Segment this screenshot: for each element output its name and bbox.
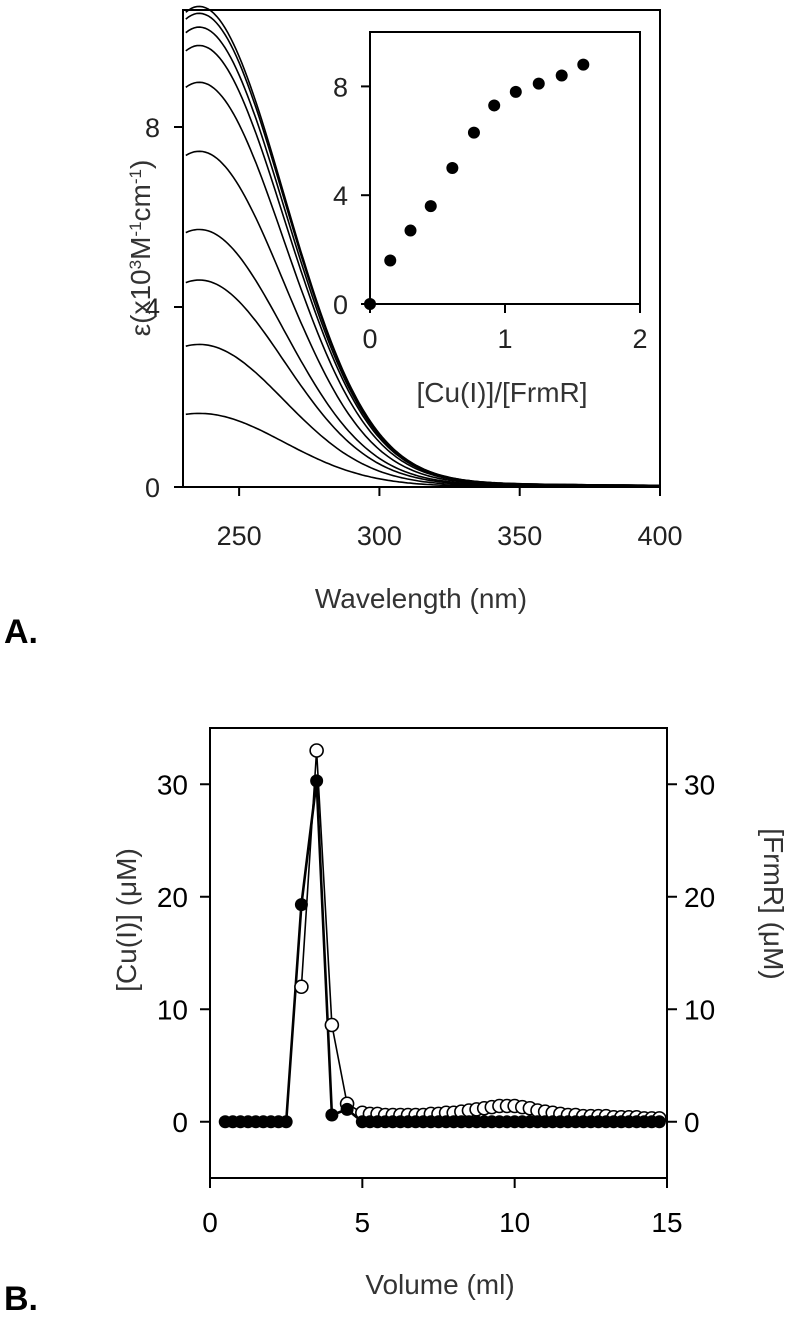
panel-b-right-y-axis-title: [FrmR] (μM) [758,828,789,979]
panel-a-x-axis-title: Wavelength (nm) [315,583,527,614]
y-tick-label: 8 [145,113,160,143]
panel-b-label: B. [4,1280,38,1318]
frmr-data-point [324,1017,340,1033]
y-tick-label: 4 [145,293,160,323]
cu-data-point [325,1108,339,1122]
inset-point [488,99,501,112]
x-tick-label: 300 [357,521,402,551]
inset-point [384,254,397,267]
spectrum-curve-10 [185,5,660,487]
inset-point [424,200,437,213]
inset-point [532,77,545,90]
inset-point [404,224,417,237]
panel-a-label: A. [4,613,38,651]
x-tick-label: 5 [355,1207,371,1238]
inset-plot-frame [369,31,641,305]
spectrum-curve-1 [185,412,660,488]
inset-y-tick-label: 0 [333,290,348,320]
panel-b-series-lines [225,750,660,1124]
panel-a-inset-chart: 0 1 2 0 4 8 [Cu(I)]/[FrmR] [333,31,648,408]
panel-b-x-ticks: 0 5 10 15 [202,1178,683,1238]
right-y-tick-label: 30 [684,769,715,800]
inset-point [467,126,480,139]
panel-b-data-points [218,743,667,1129]
cu-data-point [340,1102,354,1116]
left-y-tick-label: 30 [157,769,188,800]
panel-a-chart: 250 300 350 400 048 Wavelength (nm) ε(x103M… [4,5,683,651]
inset-point [555,69,568,82]
inset-point [446,162,459,174]
inset-y-tick-label: 8 [333,72,348,102]
spectrum-curve-2 [185,343,660,488]
inset-x-ticks: 0 1 2 [362,304,648,354]
inset-x-axis-title: [Cu(I)]/[FrmR] [416,377,587,408]
x-tick-label: 0 [202,1207,218,1238]
inset-x-tick-label: 1 [497,324,512,354]
inset-x-tick-label: 2 [632,324,647,354]
right-y-tick-label: 10 [684,994,715,1025]
panel-a-spectra-curves [185,5,661,488]
panel-b-chart: 0 5 10 15 0 10 20 30 0 10 20 30 Volume (ml) [Cu(I… [4,727,789,1318]
frmr-data-point [309,743,324,758]
inset-y-ticks: 0 4 8 [333,72,370,320]
inset-point [509,85,522,98]
frmr-series-line [300,750,660,1120]
cu-data-point [652,1115,666,1129]
x-tick-label: 250 [217,521,262,551]
x-tick-label: 350 [497,521,542,551]
inset-x-tick-label: 0 [362,324,377,354]
panel-b-plot-frame [209,727,668,1179]
left-y-tick-label: 0 [172,1107,188,1138]
panel-b-right-y-ticks: 0 10 20 30 [667,769,715,1138]
panel-b-left-y-ticks: 0 10 20 30 [157,769,210,1138]
panel-b-left-y-axis-title: [Cu(I)] (μM) [111,848,142,992]
panel-b-x-axis-title: Volume (ml) [365,1269,514,1300]
cu-data-point [294,898,308,912]
right-y-tick-label: 0 [684,1107,700,1138]
right-y-tick-label: 20 [684,882,715,913]
inset-point [577,58,590,71]
inset-data-points [364,58,590,310]
frmr-data-point [294,979,309,995]
x-tick-label: 400 [637,521,682,551]
x-tick-label: 15 [651,1207,682,1238]
x-tick-label: 10 [499,1207,530,1238]
y-tick-label: 0 [145,473,160,503]
panel-a-plot-frame [182,9,661,488]
panel-a-x-ticks: 250 300 350 400 [217,487,683,551]
panel-a-y-ticks: 0 4 8 [145,113,183,503]
left-y-tick-label: 20 [157,882,188,913]
left-y-tick-label: 10 [157,994,188,1025]
panel-a-y-axis-title: ε(x103M-1cm-1) [125,160,156,337]
cu-series-line [225,780,660,1124]
cu-data-point [310,774,324,788]
inset-y-tick-label: 4 [333,181,348,211]
cu-data-point [279,1115,293,1129]
